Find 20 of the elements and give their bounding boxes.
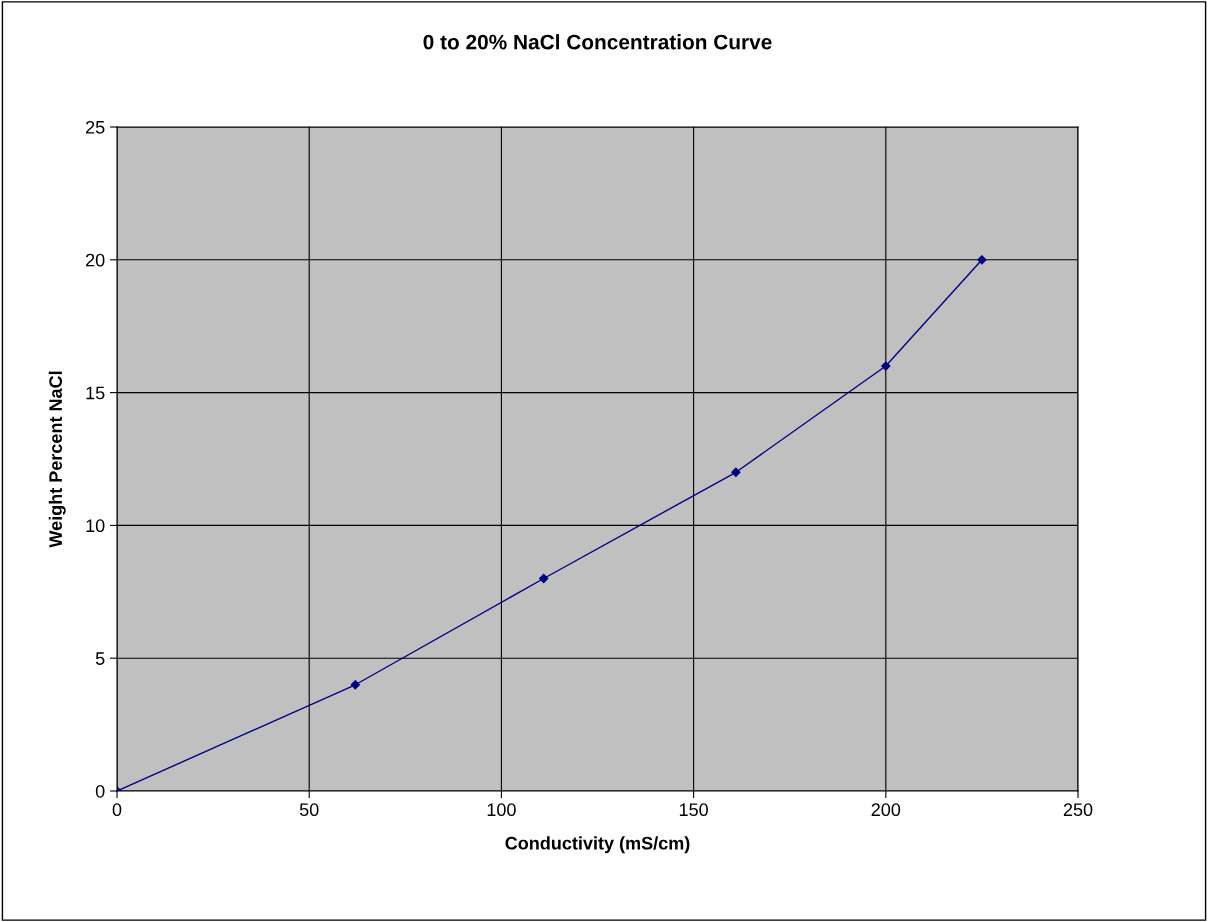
y-tick-label: 20 — [86, 253, 105, 267]
x-tick-label: 200 — [871, 803, 901, 817]
y-tick-label: 0 — [95, 784, 105, 798]
point — [350, 680, 360, 690]
point — [539, 573, 549, 584]
x-tick-label: 0 — [112, 803, 122, 817]
y-tick-label: 15 — [86, 386, 105, 400]
point — [731, 467, 741, 477]
chart-title: 0 to 20% NaCl Concentration Curve — [423, 34, 772, 50]
y-tick-label: 25 — [86, 120, 105, 134]
point — [977, 255, 987, 265]
y-axis-title: Weight Percent NaCl — [48, 371, 66, 548]
x-tick-label: 150 — [679, 803, 708, 817]
y-tick-label: 10 — [86, 519, 105, 533]
y-tick-label: 5 — [95, 652, 105, 665]
x-axis-title: Conductivity (mS/cm) — [505, 836, 690, 854]
point — [881, 361, 891, 371]
x-tick-label: 50 — [299, 803, 319, 817]
x-tick-label: 100 — [487, 803, 516, 817]
x-tick-label: 250 — [1063, 803, 1093, 817]
